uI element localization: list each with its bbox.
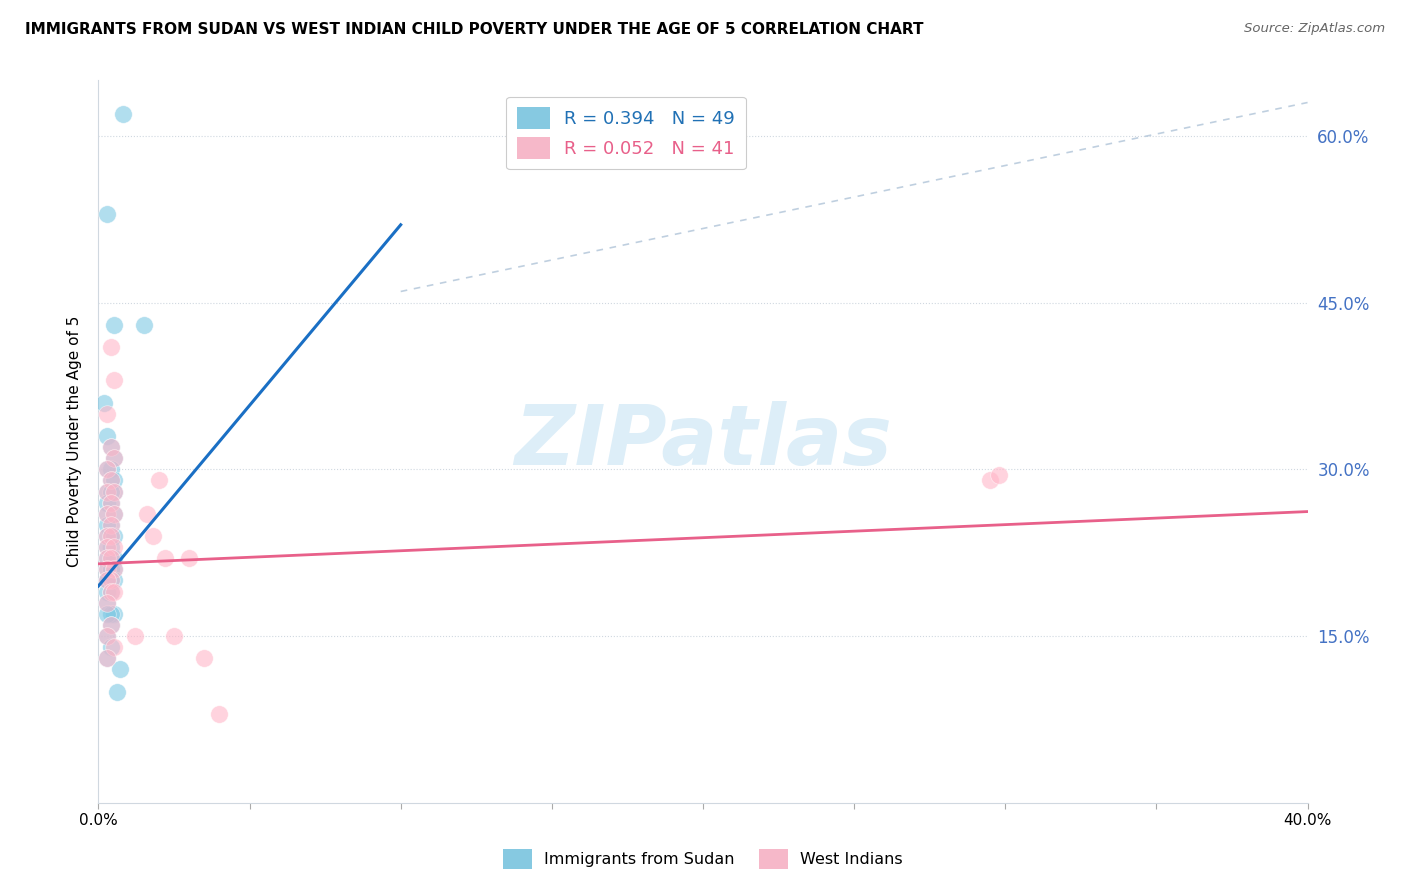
- Point: [100, 340, 122, 354]
- Point: [96, 562, 118, 576]
- Point: [100, 496, 122, 510]
- Point: [96, 629, 118, 643]
- Point: [179, 551, 201, 566]
- Point: [100, 440, 122, 454]
- Text: IMMIGRANTS FROM SUDAN VS WEST INDIAN CHILD POVERTY UNDER THE AGE OF 5 CORRELATIO: IMMIGRANTS FROM SUDAN VS WEST INDIAN CHI…: [25, 22, 924, 37]
- Point: [96, 574, 118, 588]
- Point: [103, 507, 125, 521]
- Point: [96, 584, 118, 599]
- Point: [96, 551, 118, 566]
- Point: [100, 474, 122, 488]
- Point: [96, 529, 118, 543]
- Point: [96, 574, 118, 588]
- Point: [100, 474, 122, 488]
- Point: [103, 540, 125, 554]
- Point: [96, 496, 118, 510]
- Point: [96, 551, 118, 566]
- Point: [100, 462, 122, 476]
- Point: [100, 584, 122, 599]
- Point: [193, 651, 215, 665]
- Point: [979, 474, 1001, 488]
- Text: ZIPatlas: ZIPatlas: [515, 401, 891, 482]
- Point: [100, 540, 122, 554]
- Point: [96, 517, 118, 532]
- Point: [132, 318, 155, 332]
- Point: [100, 517, 122, 532]
- Point: [100, 640, 122, 655]
- Point: [100, 529, 122, 543]
- Legend: Immigrants from Sudan, West Indians: Immigrants from Sudan, West Indians: [496, 843, 910, 875]
- Point: [96, 540, 118, 554]
- Point: [100, 551, 122, 566]
- Point: [108, 662, 131, 676]
- Point: [103, 484, 125, 499]
- Point: [96, 607, 118, 621]
- Point: [103, 484, 125, 499]
- Point: [96, 507, 118, 521]
- Point: [96, 207, 118, 221]
- Point: [153, 551, 176, 566]
- Point: [100, 517, 122, 532]
- Point: [103, 474, 125, 488]
- Point: [103, 562, 125, 576]
- Point: [96, 407, 118, 421]
- Point: [100, 574, 122, 588]
- Point: [103, 318, 125, 332]
- Point: [96, 596, 118, 610]
- Point: [96, 562, 118, 576]
- Point: [100, 584, 122, 599]
- Point: [96, 651, 118, 665]
- Point: [103, 584, 125, 599]
- Point: [100, 607, 122, 621]
- Point: [103, 640, 125, 655]
- Point: [96, 596, 118, 610]
- Point: [100, 440, 122, 454]
- Point: [103, 607, 125, 621]
- Point: [103, 451, 125, 466]
- Point: [96, 574, 118, 588]
- Point: [100, 618, 122, 632]
- Point: [100, 529, 122, 543]
- Point: [100, 618, 122, 632]
- Point: [111, 106, 134, 120]
- Point: [100, 484, 122, 499]
- Point: [96, 540, 118, 554]
- Point: [96, 484, 118, 499]
- Point: [105, 684, 128, 698]
- Point: [124, 629, 146, 643]
- Point: [96, 529, 118, 543]
- Point: [96, 429, 118, 443]
- Point: [103, 507, 125, 521]
- Point: [100, 496, 122, 510]
- Point: [103, 451, 125, 466]
- Point: [103, 562, 125, 576]
- Point: [142, 529, 165, 543]
- Point: [103, 373, 125, 387]
- Point: [103, 574, 125, 588]
- Legend: R = 0.394   N = 49, R = 0.052   N = 41: R = 0.394 N = 49, R = 0.052 N = 41: [506, 96, 745, 169]
- Point: [988, 467, 1011, 482]
- Point: [93, 395, 115, 409]
- Point: [163, 629, 186, 643]
- Y-axis label: Child Poverty Under the Age of 5: Child Poverty Under the Age of 5: [67, 316, 83, 567]
- Point: [100, 562, 122, 576]
- Point: [96, 629, 118, 643]
- Point: [96, 484, 118, 499]
- Point: [96, 462, 118, 476]
- Point: [135, 507, 157, 521]
- Point: [100, 574, 122, 588]
- Point: [208, 706, 231, 721]
- Point: [148, 474, 170, 488]
- Point: [96, 651, 118, 665]
- Point: [96, 462, 118, 476]
- Point: [100, 551, 122, 566]
- Point: [96, 507, 118, 521]
- Point: [103, 551, 125, 566]
- Point: [103, 529, 125, 543]
- Text: Source: ZipAtlas.com: Source: ZipAtlas.com: [1244, 22, 1385, 36]
- Point: [100, 562, 122, 576]
